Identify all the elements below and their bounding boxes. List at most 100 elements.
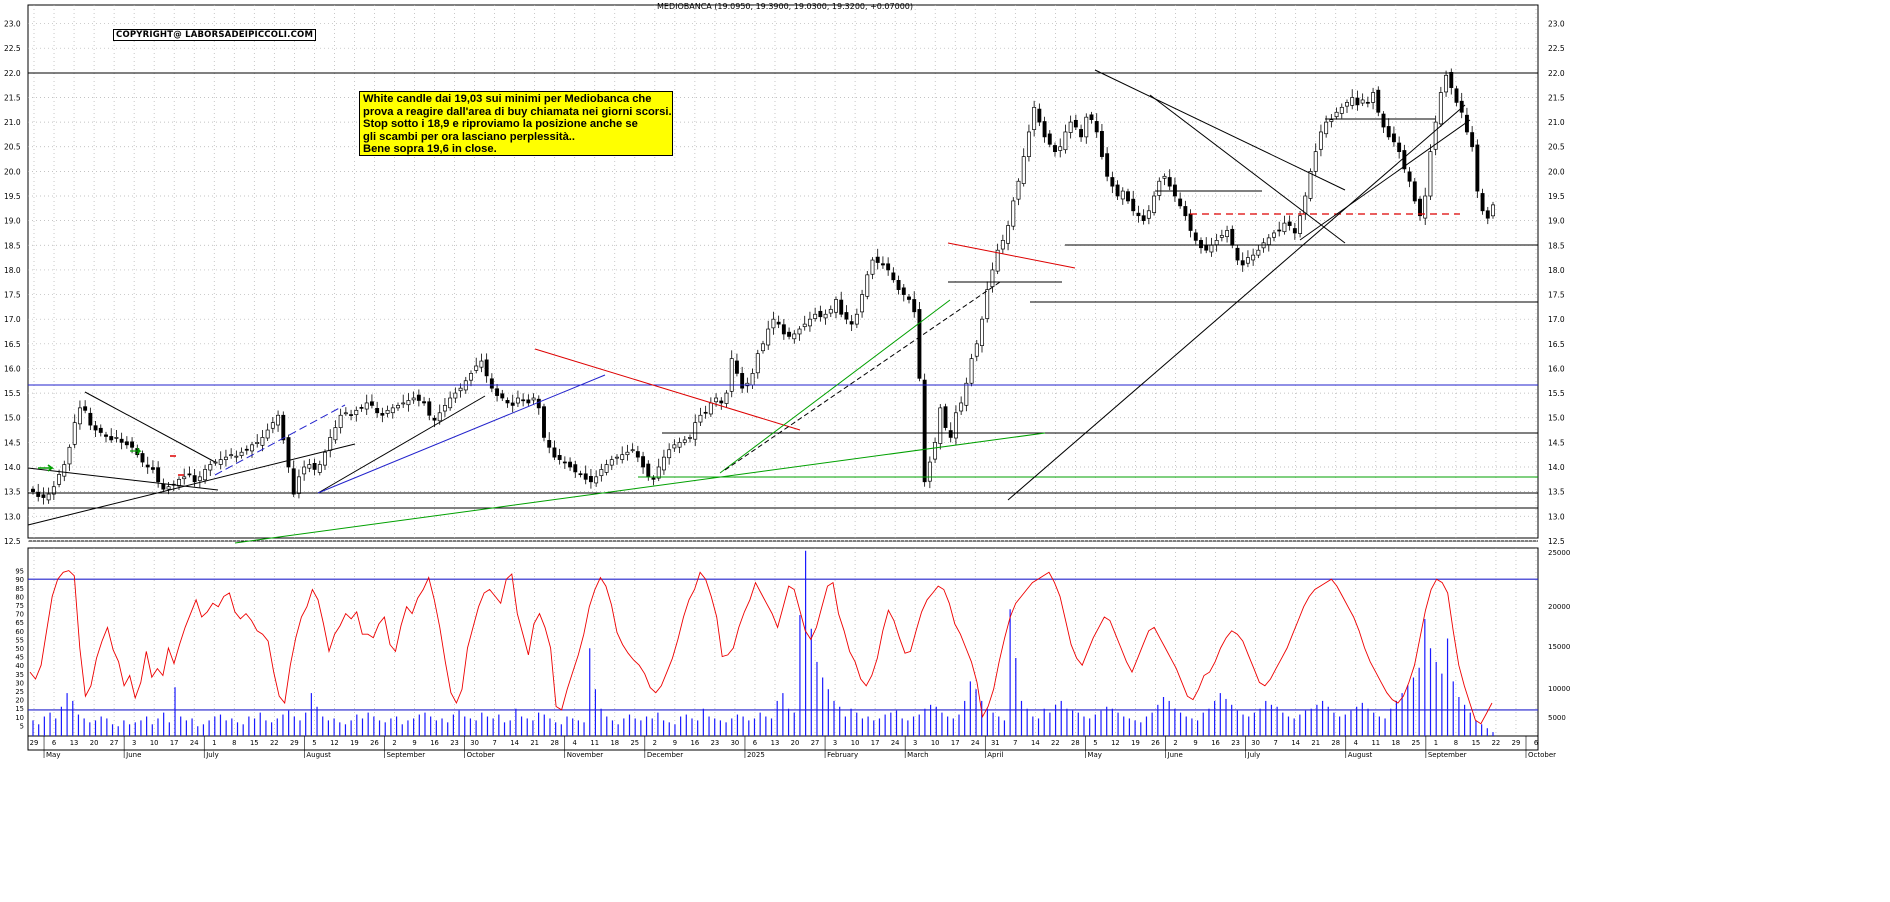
candle-up [609, 459, 614, 466]
x-tick-label: 1 [1434, 739, 1438, 747]
candle-up [1318, 131, 1323, 150]
x-tick-label: 26 [370, 739, 379, 747]
y-tick-label: 19.0 [4, 217, 21, 226]
y-tick-label: 21.5 [4, 93, 21, 102]
candle-down [552, 447, 557, 458]
x-tick-label: 27 [110, 739, 119, 747]
x-tick-label: 27 [811, 739, 820, 747]
x-tick-label: 14 [510, 739, 519, 747]
candle-up [938, 407, 943, 444]
candle-up [442, 405, 447, 412]
osc-tick-label: 20 [15, 697, 24, 705]
candle-down [1042, 121, 1047, 138]
osc-tick-label: 45 [15, 654, 24, 662]
osc-tick-label: 90 [15, 576, 24, 584]
trendline-resistance [1094, 69, 1346, 191]
volume-tick-label: 5000 [1548, 714, 1566, 722]
y-tick-label: 15.5 [1548, 389, 1565, 398]
candle-down [912, 299, 917, 313]
x-tick-label: 9 [412, 739, 416, 747]
y-tick-label: 20.5 [1548, 143, 1565, 152]
candle-up [46, 493, 51, 501]
candle-up [203, 469, 208, 481]
y-tick-label: 18.5 [1548, 241, 1565, 250]
candle-down [1115, 184, 1120, 197]
candles [31, 68, 1495, 505]
candle-down [1365, 101, 1370, 104]
x-tick-label: 29 [30, 739, 39, 747]
candle-down [1167, 177, 1172, 187]
candle-down [1047, 133, 1052, 145]
x-tick-label: 18 [610, 739, 619, 747]
candle-up [1063, 131, 1068, 151]
candle-up [959, 402, 964, 412]
candle-up [698, 414, 703, 423]
y-tick-label: 12.5 [4, 537, 21, 546]
candle-down [1105, 153, 1110, 177]
candle-up [672, 444, 677, 449]
candle-down [703, 411, 708, 414]
candle-up [792, 333, 797, 340]
x-tick-label: 24 [891, 739, 900, 747]
candle-up [1214, 240, 1219, 246]
candle-down [875, 256, 880, 263]
candle-up [114, 437, 119, 439]
candle-down [88, 412, 93, 426]
candle-up [693, 422, 698, 440]
candle-down [359, 407, 364, 409]
x-tick-label: 30 [1251, 739, 1260, 747]
osc-tick-label: 60 [15, 628, 24, 636]
candle-down [1292, 228, 1297, 234]
x-tick-label: 3 [132, 739, 136, 747]
candle-down [124, 441, 129, 446]
x-tick-label: 3 [833, 739, 837, 747]
x-tick-label: 21 [530, 739, 539, 747]
x-tick-label: 17 [871, 739, 880, 747]
candle-up [255, 442, 260, 444]
candle-up [1371, 92, 1376, 103]
x-tick-label: 25 [630, 739, 639, 747]
candle-up [531, 397, 536, 401]
x-tick-label: 10 [851, 739, 860, 747]
candle-up [1428, 151, 1433, 197]
y-tick-label: 23.0 [1548, 20, 1565, 29]
candle-down [156, 467, 161, 483]
osc-tick-label: 35 [15, 671, 24, 679]
candle-down [588, 476, 593, 483]
x-tick-label: 16 [430, 739, 439, 747]
trendline-blue [317, 374, 606, 494]
trendline-support [317, 395, 486, 494]
candle-up [594, 476, 599, 484]
x-tick-label: 30 [731, 739, 740, 747]
candle-down [427, 401, 432, 416]
candle-up [802, 323, 807, 328]
candle-down [1073, 119, 1078, 128]
candle-up [385, 409, 390, 414]
candle-up [1339, 106, 1344, 114]
x-tick-label: 12 [1111, 739, 1120, 747]
candle-down [1172, 184, 1177, 197]
candle-down [93, 425, 98, 431]
candle-down [83, 406, 88, 411]
candle-down [1240, 260, 1245, 266]
candle-up [927, 461, 932, 482]
x-tick-label: 9 [1193, 739, 1197, 747]
x-month-label: 2025 [747, 751, 765, 759]
osc-tick-label: 15 [15, 705, 24, 713]
candle-down [891, 272, 896, 281]
osc-tick-label: 95 [15, 568, 24, 576]
x-tick-label: 4 [1354, 739, 1358, 747]
x-month-label: October [467, 751, 495, 759]
trendline-blue-dashed [214, 404, 346, 476]
candle-down [1485, 210, 1490, 219]
candle-up [1360, 99, 1365, 104]
osc-tick-label: 85 [15, 585, 24, 593]
x-tick-label: 10 [150, 739, 159, 747]
candle-down [380, 413, 385, 416]
candle-up [865, 274, 870, 297]
y-tick-label: 14.0 [1548, 463, 1565, 472]
candle-down [1355, 97, 1360, 106]
candle-up [1324, 121, 1329, 135]
candle-down [1136, 212, 1141, 217]
candle-down [907, 296, 911, 300]
